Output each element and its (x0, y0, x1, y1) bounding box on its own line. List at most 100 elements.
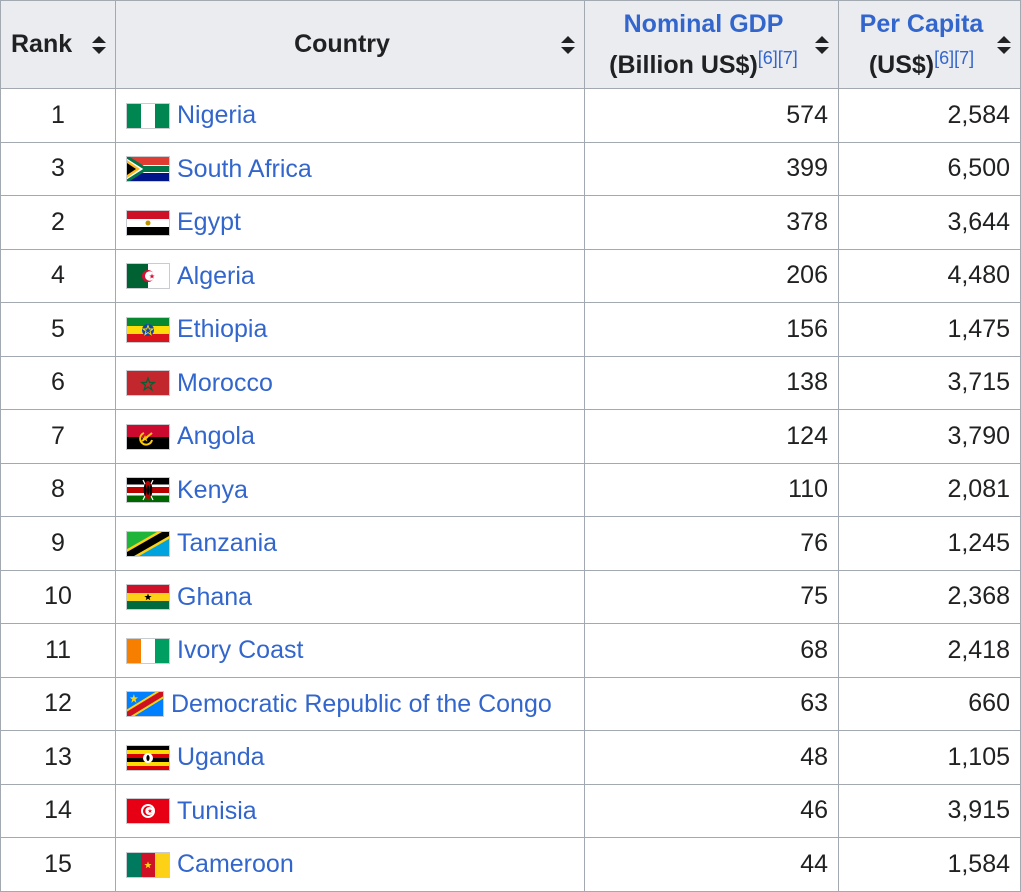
country-cell: Egypt (115, 195, 585, 250)
country-link[interactable]: Uganda (177, 743, 265, 772)
country-cell: Morocco (115, 355, 585, 410)
per-capita-cell: 2,081 (838, 462, 1021, 517)
header-row: Rank Country Nominal GDP (Billion US$)[6… (0, 0, 1021, 89)
country-header-label: Country (294, 30, 390, 58)
country-cell: Angola (115, 409, 585, 464)
rank-cell: 5 (0, 302, 116, 357)
table-row: 4 Algeria 206 4,480 (0, 248, 1021, 303)
country-cell: Democratic Republic of the Congo (115, 676, 585, 731)
cameroon-flag-icon[interactable] (126, 851, 170, 878)
kenya-flag-icon[interactable] (126, 477, 170, 504)
rank-cell: 15 (0, 837, 116, 892)
per-capita-cell: 1,245 (838, 516, 1021, 571)
rank-cell: 7 (0, 409, 116, 464)
country-link[interactable]: Democratic Republic of the Congo (171, 689, 552, 718)
table-row: 3 South Africa 399 6,500 (0, 141, 1021, 196)
table-row: 12 Democratic Republic of the Congo 63 660 (0, 676, 1021, 731)
per-capita-cell: 4,480 (838, 248, 1021, 303)
rank-cell: 1 (0, 88, 116, 143)
tanzania-flag-icon[interactable] (126, 530, 170, 557)
table-row: 10 Ghana 75 2,368 (0, 569, 1021, 624)
nominal-gdp-cell: 46 (584, 783, 839, 838)
nominal-gdp-cell: 44 (584, 837, 839, 892)
country-cell: Ethiopia (115, 302, 585, 357)
ghana-flag-icon[interactable] (126, 584, 170, 611)
south-africa-flag-icon[interactable] (126, 156, 170, 183)
nominal-gdp-cell: 68 (584, 623, 839, 678)
sort-icon[interactable] (92, 35, 106, 54)
per-capita-cell: 3,790 (838, 409, 1021, 464)
per-capita-cell: 3,644 (838, 195, 1021, 250)
country-link[interactable]: Ghana (177, 582, 253, 611)
country-link[interactable]: Morocco (177, 368, 273, 397)
country-column-header[interactable]: Country (115, 0, 585, 89)
morocco-flag-icon[interactable] (126, 370, 170, 397)
rank-cell: 10 (0, 569, 116, 624)
country-cell: Algeria (115, 248, 585, 303)
per-capita-cell: 6,500 (838, 141, 1021, 196)
country-cell: Ghana (115, 569, 585, 624)
dr-congo-flag-icon[interactable] (126, 691, 164, 718)
country-link[interactable]: Nigeria (177, 101, 257, 130)
table-row: 2 Egypt 378 3,644 (0, 195, 1021, 250)
table-row: 15 Cameroon 44 1,584 (0, 837, 1021, 892)
country-cell: Ivory Coast (115, 623, 585, 678)
rank-column-header[interactable]: Rank (0, 0, 116, 89)
country-link[interactable]: Ethiopia (177, 315, 268, 344)
uganda-flag-icon[interactable] (126, 744, 170, 771)
country-cell: South Africa (115, 141, 585, 196)
per-capita-column-header[interactable]: Per Capita (US$)[6][7] (838, 0, 1021, 89)
country-link[interactable]: South Africa (177, 154, 312, 183)
nigeria-flag-icon[interactable] (126, 102, 170, 129)
nominal-gdp-cell: 110 (584, 462, 839, 517)
ethiopia-flag-icon[interactable] (126, 316, 170, 343)
table-row: 7 Angola 124 3,790 (0, 409, 1021, 464)
nominal-gdp-cell: 156 (584, 302, 839, 357)
table-row: 9 Tanzania 76 1,245 (0, 516, 1021, 571)
country-link[interactable]: Cameroon (177, 850, 294, 879)
per-capita-cell: 1,584 (838, 837, 1021, 892)
rank-cell: 8 (0, 462, 116, 517)
ivory-coast-flag-icon[interactable] (126, 637, 170, 664)
table-row: 5 Ethiopia 156 1,475 (0, 302, 1021, 357)
per-capita-reference-link[interactable]: [6][7] (934, 47, 975, 68)
country-link[interactable]: Kenya (177, 475, 248, 504)
nominal-gdp-link[interactable]: Nominal GDP (623, 9, 784, 38)
rank-cell: 4 (0, 248, 116, 303)
nominal-gdp-cell: 206 (584, 248, 839, 303)
table-row: 8 Kenya 110 2,081 (0, 462, 1021, 517)
nominal-gdp-cell: 75 (584, 569, 839, 624)
gdp-reference-link[interactable]: [6][7] (757, 47, 798, 68)
sort-icon[interactable] (997, 35, 1011, 54)
per-capita-cell: 660 (838, 676, 1021, 731)
nominal-gdp-column-header[interactable]: Nominal GDP (Billion US$)[6][7] (584, 0, 839, 89)
rank-cell: 9 (0, 516, 116, 571)
nominal-gdp-cell: 378 (584, 195, 839, 250)
nominal-gdp-cell: 48 (584, 730, 839, 785)
country-cell: Tunisia (115, 783, 585, 838)
country-link[interactable]: Egypt (177, 208, 241, 237)
angola-flag-icon[interactable] (126, 423, 170, 450)
table-row: 14 Tunisia 46 3,915 (0, 783, 1021, 838)
per-capita-cell: 2,584 (838, 88, 1021, 143)
per-capita-link[interactable]: Per Capita (859, 9, 984, 38)
egypt-flag-icon[interactable] (126, 209, 170, 236)
country-link[interactable]: Ivory Coast (177, 636, 304, 665)
nominal-gdp-cell: 574 (584, 88, 839, 143)
per-capita-cell: 1,475 (838, 302, 1021, 357)
country-link[interactable]: Tunisia (177, 796, 257, 825)
nominal-gdp-cell: 399 (584, 141, 839, 196)
tunisia-flag-icon[interactable] (126, 798, 170, 825)
table-row: 1 Nigeria 574 2,584 (0, 88, 1021, 143)
table-row: 13 Uganda 48 1,105 (0, 730, 1021, 785)
rank-cell: 3 (0, 141, 116, 196)
country-link[interactable]: Tanzania (177, 529, 278, 558)
algeria-flag-icon[interactable] (126, 263, 170, 290)
country-cell: Tanzania (115, 516, 585, 571)
nominal-gdp-cell: 76 (584, 516, 839, 571)
country-link[interactable]: Angola (177, 422, 255, 451)
sort-icon[interactable] (815, 35, 829, 54)
sort-icon[interactable] (561, 35, 575, 54)
country-link[interactable]: Algeria (177, 261, 255, 290)
